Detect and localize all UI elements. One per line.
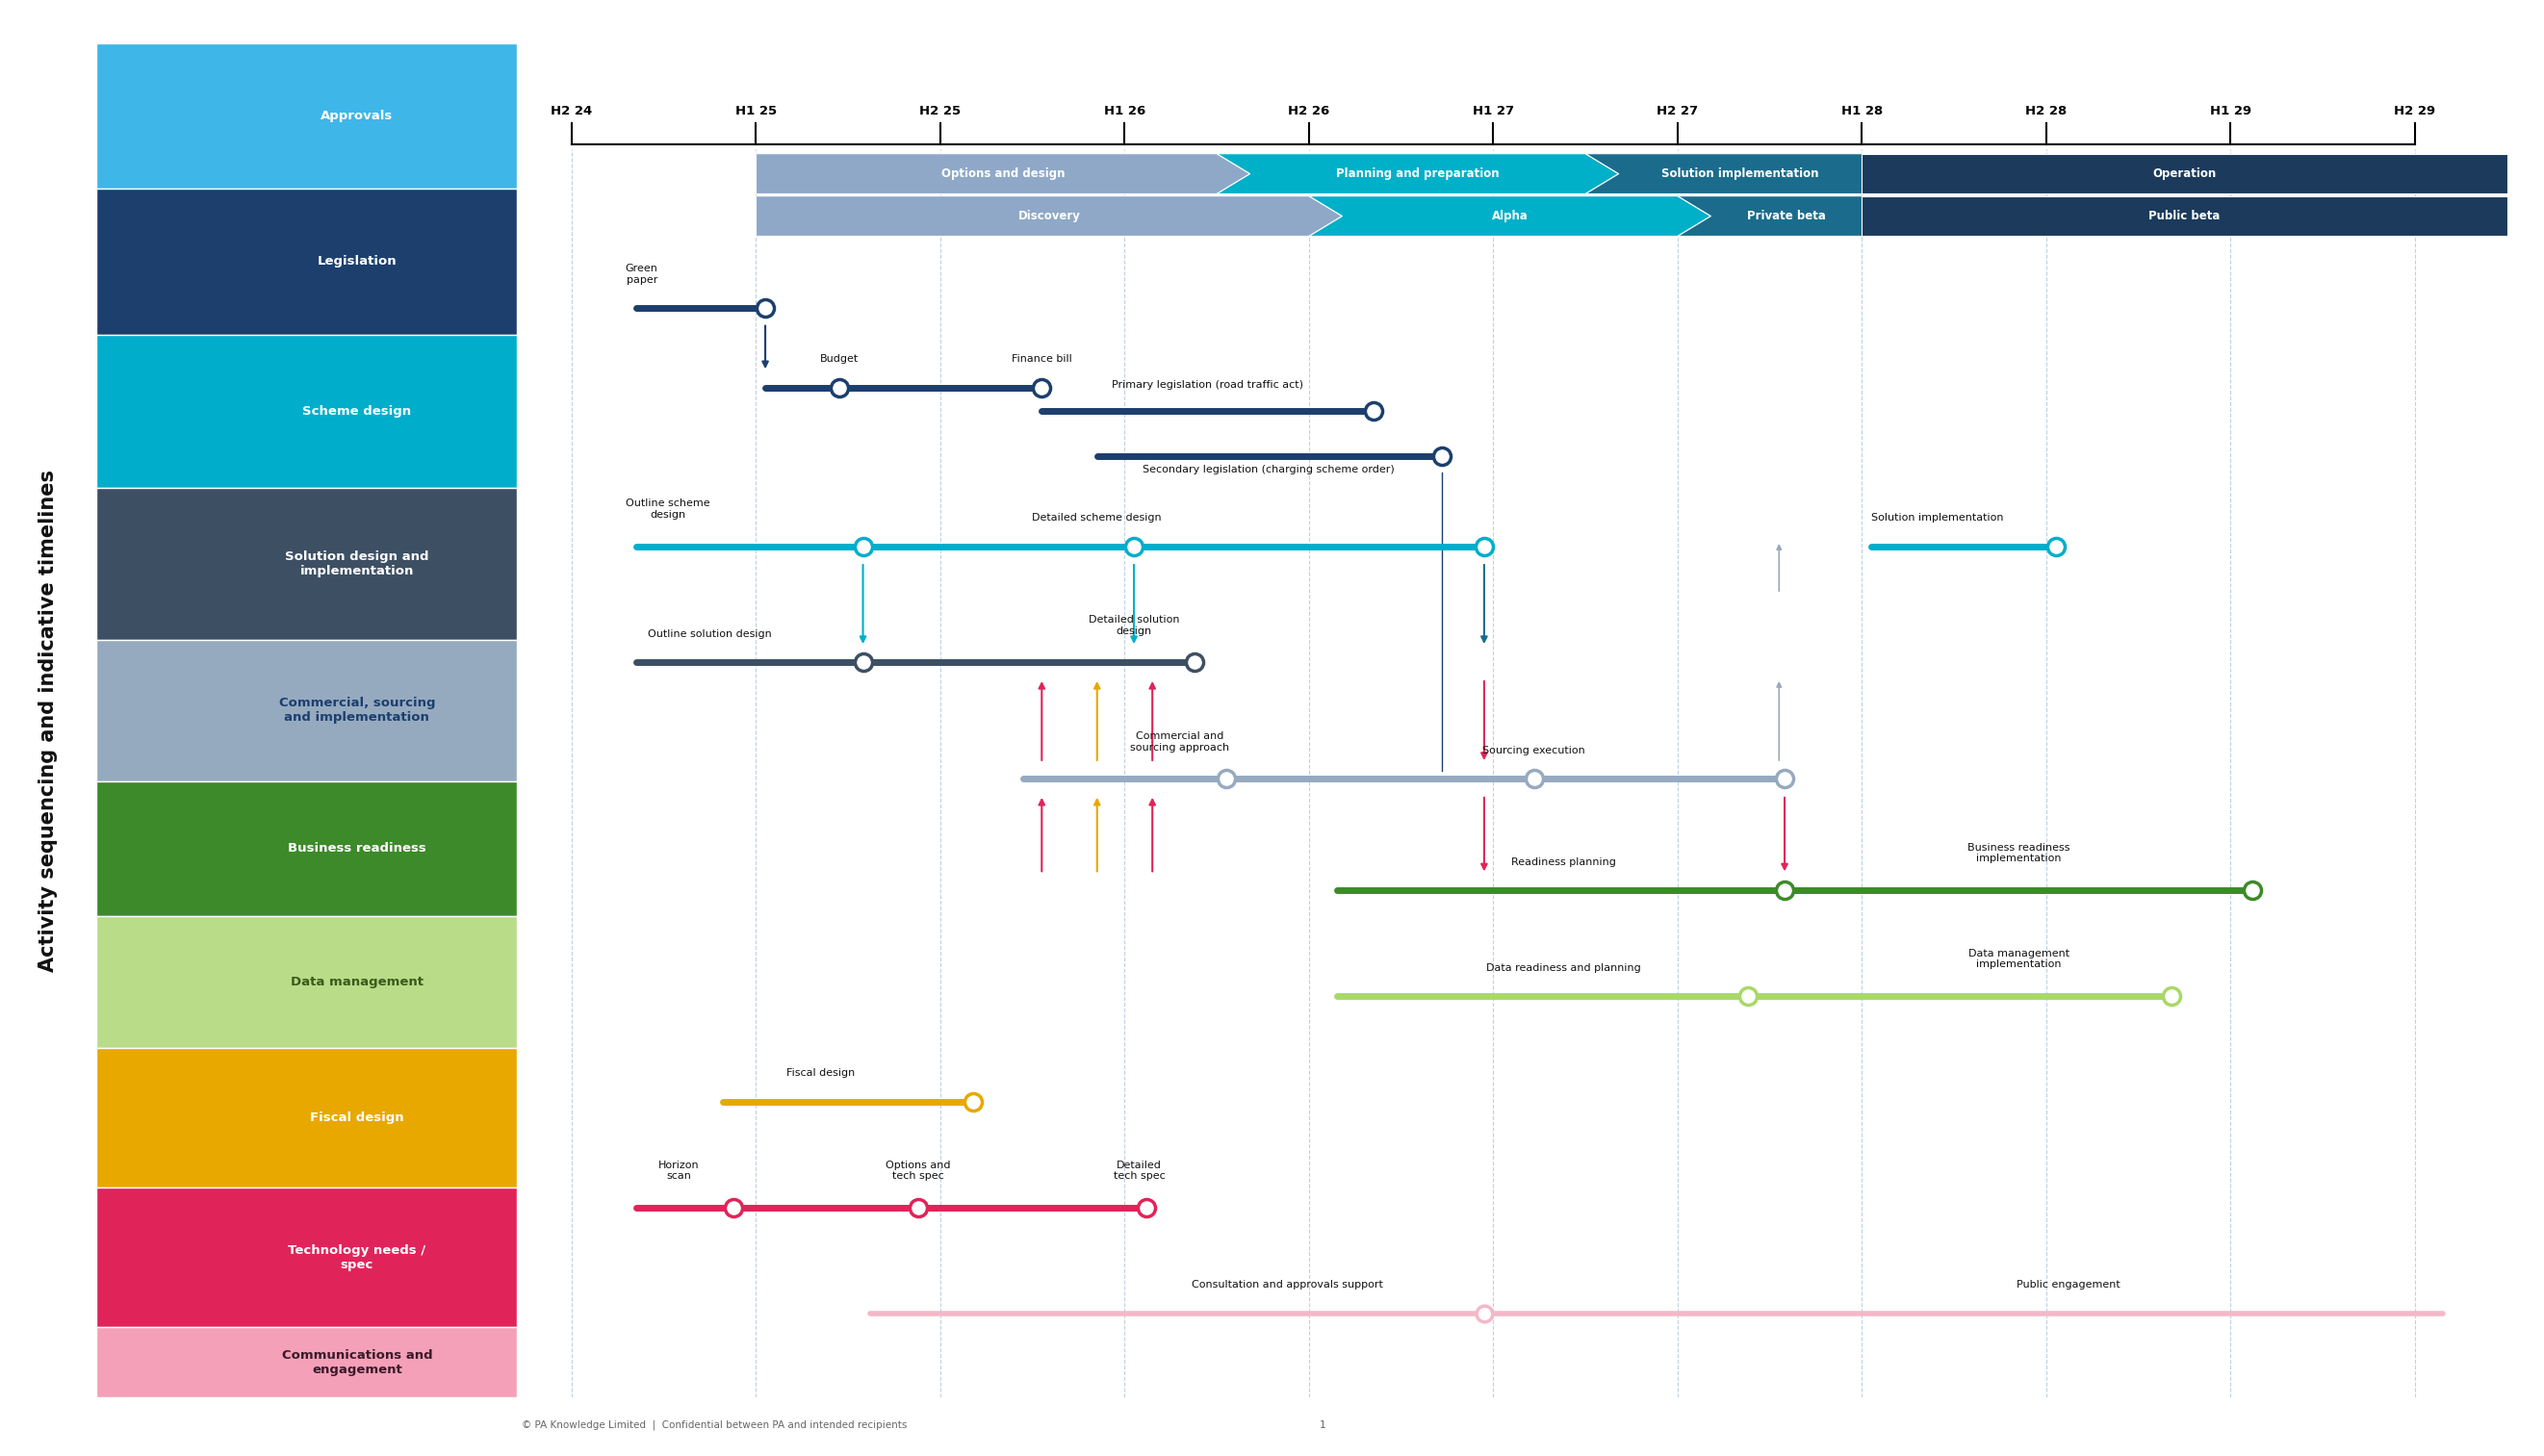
Text: Horizon
scan: Horizon scan bbox=[659, 1160, 700, 1181]
Polygon shape bbox=[756, 197, 1343, 236]
Polygon shape bbox=[756, 154, 1249, 194]
FancyBboxPatch shape bbox=[97, 639, 516, 782]
Text: Sourcing execution: Sourcing execution bbox=[1483, 745, 1585, 756]
Text: Legislation: Legislation bbox=[318, 255, 397, 268]
Polygon shape bbox=[1862, 154, 2508, 194]
Text: Operation: Operation bbox=[2152, 167, 2216, 181]
Text: Activity sequencing and indicative timelines: Activity sequencing and indicative timel… bbox=[38, 469, 59, 973]
FancyBboxPatch shape bbox=[97, 335, 516, 488]
Polygon shape bbox=[1676, 197, 1895, 236]
Text: Public engagement: Public engagement bbox=[2017, 1280, 2119, 1290]
Text: Commercial, sourcing
and implementation: Commercial, sourcing and implementation bbox=[280, 697, 435, 724]
Text: Secondary legislation (charging scheme order): Secondary legislation (charging scheme o… bbox=[1142, 464, 1394, 475]
Text: Solution implementation: Solution implementation bbox=[1661, 167, 1819, 181]
Text: Options and design: Options and design bbox=[941, 167, 1066, 181]
Text: H2 25: H2 25 bbox=[918, 105, 962, 118]
Text: Technology needs /
spec: Technology needs / spec bbox=[287, 1243, 425, 1271]
Text: Green
paper: Green paper bbox=[626, 264, 659, 285]
Text: H2 26: H2 26 bbox=[1287, 105, 1331, 118]
Text: Data management
implementation: Data management implementation bbox=[1969, 948, 2068, 970]
Text: H2 28: H2 28 bbox=[2025, 105, 2068, 118]
Text: Private beta: Private beta bbox=[1748, 210, 1827, 223]
Text: Budget: Budget bbox=[819, 355, 857, 364]
FancyBboxPatch shape bbox=[97, 488, 516, 639]
FancyBboxPatch shape bbox=[97, 782, 516, 916]
Text: Primary legislation (road traffic act): Primary legislation (road traffic act) bbox=[1112, 380, 1303, 390]
Text: Options and
tech spec: Options and tech spec bbox=[885, 1160, 951, 1181]
Text: Planning and preparation: Planning and preparation bbox=[1336, 167, 1498, 181]
Text: Detailed scheme design: Detailed scheme design bbox=[1033, 514, 1163, 523]
Text: Detailed solution
design: Detailed solution design bbox=[1089, 616, 1180, 636]
Text: Outline solution design: Outline solution design bbox=[649, 629, 771, 639]
FancyBboxPatch shape bbox=[97, 916, 516, 1048]
Text: Consultation and approvals support: Consultation and approvals support bbox=[1191, 1280, 1381, 1290]
Text: Detailed
tech spec: Detailed tech spec bbox=[1114, 1160, 1165, 1181]
FancyBboxPatch shape bbox=[97, 1328, 516, 1398]
Text: H2 29: H2 29 bbox=[2394, 105, 2435, 118]
FancyBboxPatch shape bbox=[97, 1188, 516, 1328]
Text: H1 27: H1 27 bbox=[1473, 105, 1514, 118]
Text: Business readiness
implementation: Business readiness implementation bbox=[1967, 843, 2071, 863]
Text: H2 24: H2 24 bbox=[552, 105, 593, 118]
FancyBboxPatch shape bbox=[97, 189, 516, 335]
Text: Readiness planning: Readiness planning bbox=[1511, 858, 1615, 866]
Polygon shape bbox=[1310, 197, 1712, 236]
Text: Scheme design: Scheme design bbox=[303, 405, 412, 418]
Text: H1 29: H1 29 bbox=[2211, 105, 2251, 118]
Text: Public beta: Public beta bbox=[2150, 210, 2221, 223]
Text: Discovery: Discovery bbox=[1018, 210, 1081, 223]
Text: Finance bill: Finance bill bbox=[1013, 355, 1071, 364]
Text: H1 25: H1 25 bbox=[735, 105, 776, 118]
FancyBboxPatch shape bbox=[97, 1048, 516, 1188]
Text: Fiscal design: Fiscal design bbox=[310, 1112, 404, 1124]
Text: Alpha: Alpha bbox=[1491, 210, 1529, 223]
Text: Business readiness: Business readiness bbox=[287, 843, 425, 855]
Text: © PA Knowledge Limited  |  Confidential between PA and intended recipients: © PA Knowledge Limited | Confidential be… bbox=[522, 1420, 906, 1430]
Text: H1 26: H1 26 bbox=[1104, 105, 1145, 118]
Text: Data readiness and planning: Data readiness and planning bbox=[1486, 962, 1641, 973]
Polygon shape bbox=[1216, 154, 1618, 194]
Text: Solution design and
implementation: Solution design and implementation bbox=[285, 550, 430, 577]
Text: Communications and
engagement: Communications and engagement bbox=[282, 1350, 432, 1376]
Text: Fiscal design: Fiscal design bbox=[786, 1069, 855, 1079]
Polygon shape bbox=[1862, 197, 2508, 236]
Text: Solution implementation: Solution implementation bbox=[1872, 514, 2005, 523]
Text: H2 27: H2 27 bbox=[1656, 105, 1699, 118]
Text: H1 28: H1 28 bbox=[1842, 105, 1883, 118]
Text: Outline scheme
design: Outline scheme design bbox=[626, 499, 710, 520]
Text: Approvals: Approvals bbox=[321, 109, 394, 122]
Polygon shape bbox=[1585, 154, 1895, 194]
FancyBboxPatch shape bbox=[97, 44, 516, 189]
Text: 1: 1 bbox=[1320, 1420, 1325, 1430]
Text: Commercial and
sourcing approach: Commercial and sourcing approach bbox=[1130, 732, 1229, 753]
Text: Data management: Data management bbox=[290, 976, 422, 989]
